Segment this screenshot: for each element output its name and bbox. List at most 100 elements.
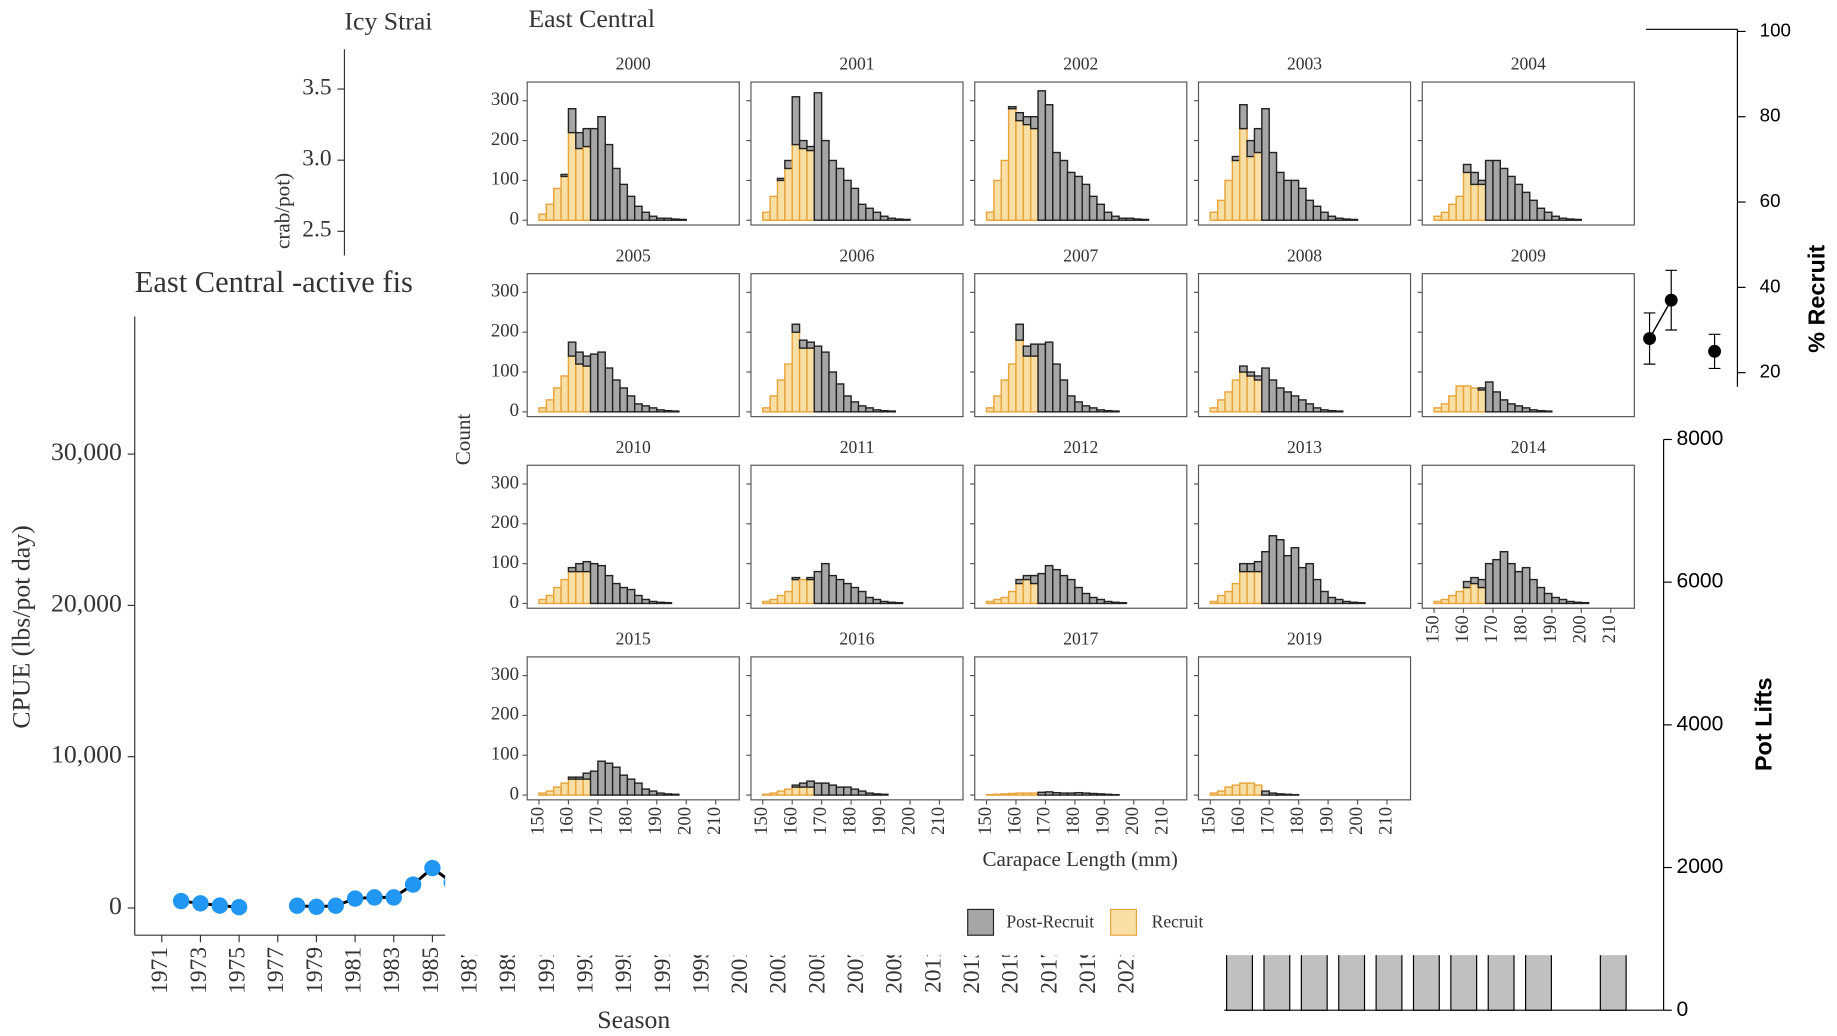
post-recruit-bar [641, 405, 651, 413]
post-recruit-bar [1283, 179, 1292, 221]
post-recruit-bar [1312, 205, 1322, 221]
recruit-bar [1477, 183, 1487, 221]
recruit-bar [1448, 203, 1457, 221]
post-recruit-bar [887, 601, 896, 605]
recruit-bar [575, 147, 584, 221]
recruit-bar [1246, 782, 1256, 796]
post-recruit-bar [670, 793, 680, 796]
chart-background [0, 260, 469, 1036]
panel: 2006 [746, 245, 964, 418]
post-recruit-bar [1470, 576, 1479, 585]
post-recruit-bar [1565, 218, 1575, 221]
post-recruit-bar [1103, 793, 1113, 796]
post-recruit-bar [1558, 598, 1568, 605]
post-recruit-bar [1239, 365, 1248, 373]
y-tick-label: 4000 [1676, 712, 1723, 735]
panel-title: 2015 [616, 628, 651, 648]
post-recruit-bar [1470, 171, 1479, 186]
post-recruit-bar [670, 410, 680, 413]
x-tick-label: 210 [1599, 615, 1620, 643]
post-recruit-bar [1462, 163, 1472, 174]
y-tick-label: 200 [491, 704, 519, 725]
figure-title: East Central [528, 4, 655, 33]
post-recruit-bar [1007, 106, 1017, 110]
recruit-bar [560, 175, 570, 221]
x-tick-label: 1979 [302, 947, 328, 994]
post-recruit-bar [1096, 203, 1106, 221]
recruit-bar [1000, 379, 1010, 413]
x-tick-label: 160 [1452, 615, 1473, 643]
post-recruit-bar [1029, 574, 1039, 585]
post-recruit-bar [597, 115, 606, 221]
recruit-bar [582, 145, 592, 221]
post-recruit-bar [582, 355, 592, 367]
legend-swatch [967, 908, 995, 936]
post-recruit-bar [835, 167, 845, 221]
panel-border [750, 464, 964, 609]
y-tick-label: 0 [510, 400, 519, 421]
post-recruit-bar [806, 780, 815, 788]
post-recruit-bar [776, 177, 786, 182]
post-recruit-bar [1231, 155, 1241, 162]
post-recruit-bar [1320, 409, 1329, 413]
recruit-bar [582, 778, 592, 796]
recruit-bar [567, 778, 577, 796]
post-recruit-bar [575, 562, 584, 573]
recruit-bar [776, 379, 786, 413]
post-recruit-bar [843, 395, 852, 413]
post-recruit-bar [567, 341, 577, 357]
y-tick-label: 300 [491, 281, 519, 302]
y-tick-label: 200 [491, 129, 519, 150]
recruit-bar [1007, 108, 1017, 221]
panel-title: 2009 [1511, 245, 1546, 265]
recruit-bar [545, 594, 555, 605]
x-tick-label: 180 [1511, 615, 1532, 643]
post-recruit-bar [1037, 791, 1047, 796]
post-recruit-bar [589, 770, 599, 796]
x-tick-label: 1977 [263, 947, 289, 994]
post-recruit-bar [678, 218, 687, 221]
y-tick-label: 6000 [1676, 570, 1723, 593]
post-recruit-bar [560, 173, 570, 178]
recruit-bar [1462, 586, 1472, 605]
post-recruit-bar [1320, 590, 1329, 605]
post-recruit-bar [850, 401, 860, 413]
panel-border [1197, 464, 1412, 609]
recruit-bar [993, 395, 1002, 413]
post-recruit-bar [663, 409, 673, 413]
post-recruit-bar [857, 203, 867, 221]
post-recruit-bar [1492, 558, 1502, 605]
recruit-bar [784, 167, 793, 221]
recruit-bar [1433, 215, 1443, 221]
panel: 2001 [746, 54, 964, 226]
panel-title: 2011 [840, 437, 874, 457]
recruit-bar [776, 790, 786, 796]
post-recruit-bar [1529, 409, 1538, 413]
y-axis-label: crab/pot) [271, 173, 295, 249]
x-tick-label: 1973 [186, 947, 212, 994]
post-recruit-bar [1022, 345, 1032, 357]
post-recruit-bar [1044, 104, 1054, 221]
post-recruit-bar [887, 410, 896, 413]
post-recruit-bar [1088, 407, 1098, 413]
post-recruit-bar [1305, 199, 1315, 221]
post-recruit-bar [1118, 217, 1128, 221]
recruit-bar [1022, 792, 1032, 796]
post-recruit-bar [1052, 568, 1061, 605]
recruit-bar [575, 570, 584, 605]
post-recruit-bar [1088, 195, 1098, 221]
recruit-bar [1440, 598, 1450, 605]
recruit-bar [1231, 784, 1241, 796]
post-recruit-bar [857, 590, 867, 605]
x-tick-label: 210 [704, 807, 725, 835]
y-tick-label: 0 [1676, 998, 1688, 1021]
recruit-bar [1433, 600, 1443, 605]
recruit-bar [1224, 590, 1234, 605]
post-recruit-bar [813, 345, 823, 413]
post-recruit-bar [865, 792, 874, 796]
post-recruit-bar [872, 598, 882, 605]
recruit-bar [1209, 211, 1219, 221]
recruit-bar [538, 407, 548, 413]
post-recruit-bar [1499, 550, 1509, 605]
